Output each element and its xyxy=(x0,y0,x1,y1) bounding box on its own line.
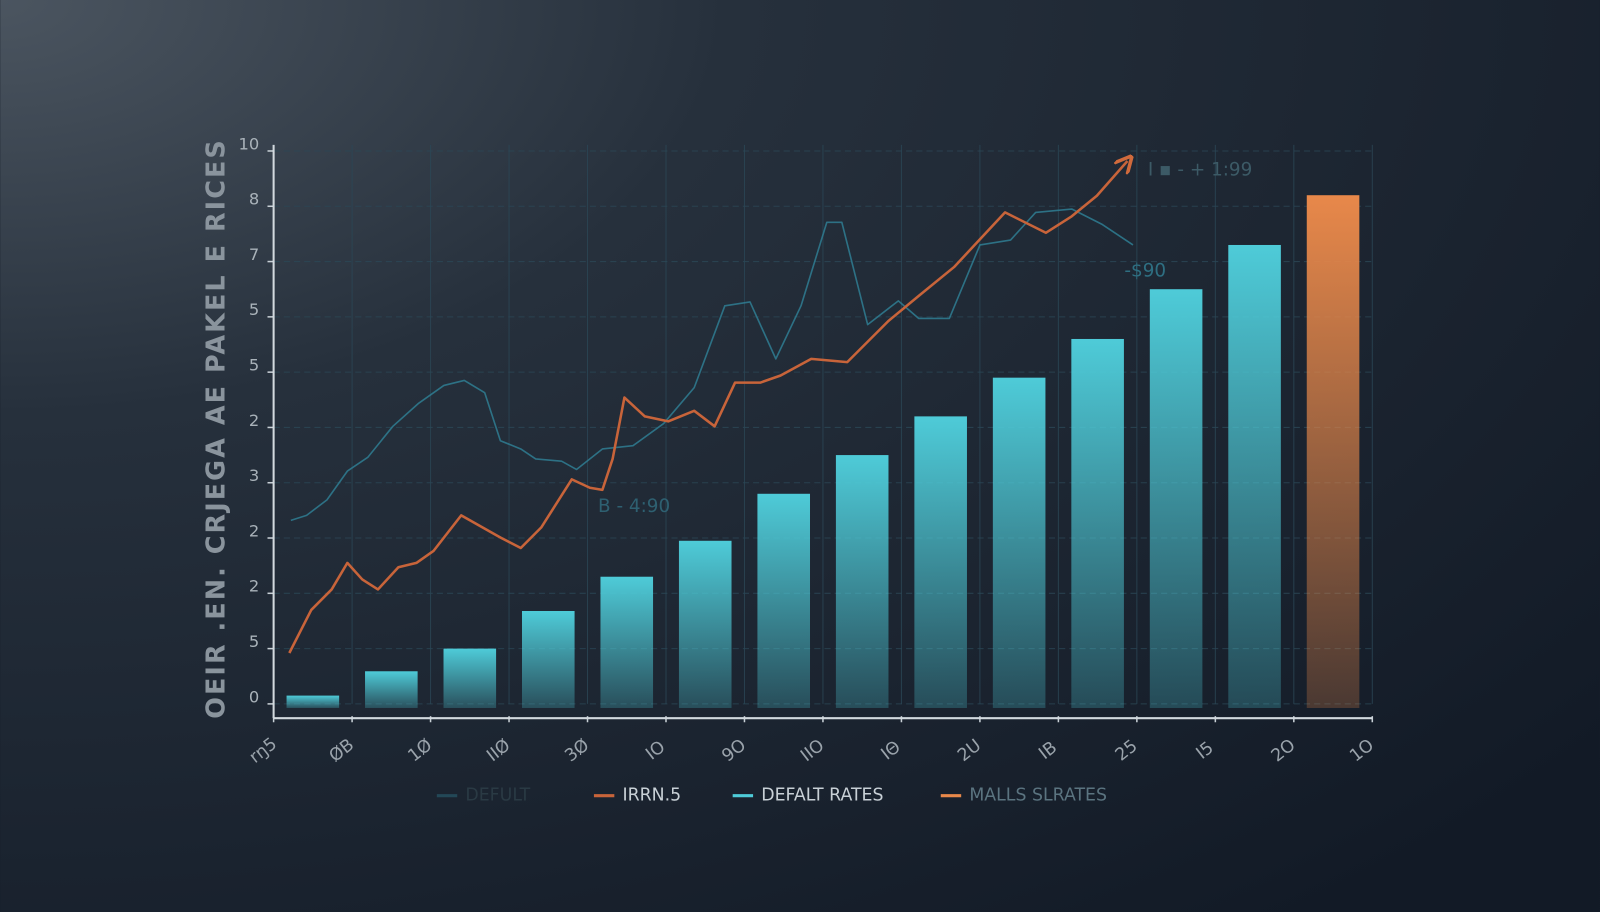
annotation: I ▪ - + 1:99 xyxy=(1148,159,1252,180)
line xyxy=(290,208,1134,522)
legend-label: DEFALT RATES xyxy=(761,786,883,806)
bar xyxy=(1306,195,1360,708)
bar xyxy=(600,576,654,708)
bar xyxy=(443,648,497,708)
bar xyxy=(1228,244,1281,708)
bar xyxy=(521,611,575,708)
legend-item: DEFULT xyxy=(436,786,531,806)
legend-item: IRRN.5 xyxy=(593,786,681,806)
legend-label: MALLS SLRATES xyxy=(969,786,1107,806)
bar xyxy=(286,695,340,708)
y-tick-label: 5 xyxy=(249,356,259,375)
bar xyxy=(914,416,967,708)
legend-label: DEFULT xyxy=(465,786,530,806)
legend-item: MALLS SLRATES xyxy=(940,786,1107,806)
bar xyxy=(757,493,811,708)
y-tick-label: 5 xyxy=(249,300,259,319)
y-tick-label: 2 xyxy=(249,577,259,596)
annotation: -$90 xyxy=(1124,260,1166,281)
y-tick-label: 10 xyxy=(239,134,260,153)
y-tick-label: 2 xyxy=(249,411,259,430)
annotation: B - 4:90 xyxy=(598,496,670,517)
bar xyxy=(835,455,889,708)
bar xyxy=(992,377,1046,708)
y-tick-label: 8 xyxy=(249,190,259,209)
bar xyxy=(1071,338,1124,708)
y-tick-label: 3 xyxy=(249,466,259,485)
bar xyxy=(678,540,732,708)
legend-label: IRRN.5 xyxy=(622,786,681,806)
bar xyxy=(365,671,418,708)
y-tick-label: 0 xyxy=(249,687,259,706)
y-tick-label: 2 xyxy=(249,521,259,540)
y-axis-title: OEIR .EN. CRJEGA AE PAKEL E RICES xyxy=(202,138,232,719)
y-tick-label: 5 xyxy=(249,632,259,651)
line xyxy=(288,161,1127,654)
legend-item: DEFALT RATES xyxy=(732,786,884,806)
y-tick-label: 7 xyxy=(249,245,259,264)
bar xyxy=(1149,289,1203,708)
